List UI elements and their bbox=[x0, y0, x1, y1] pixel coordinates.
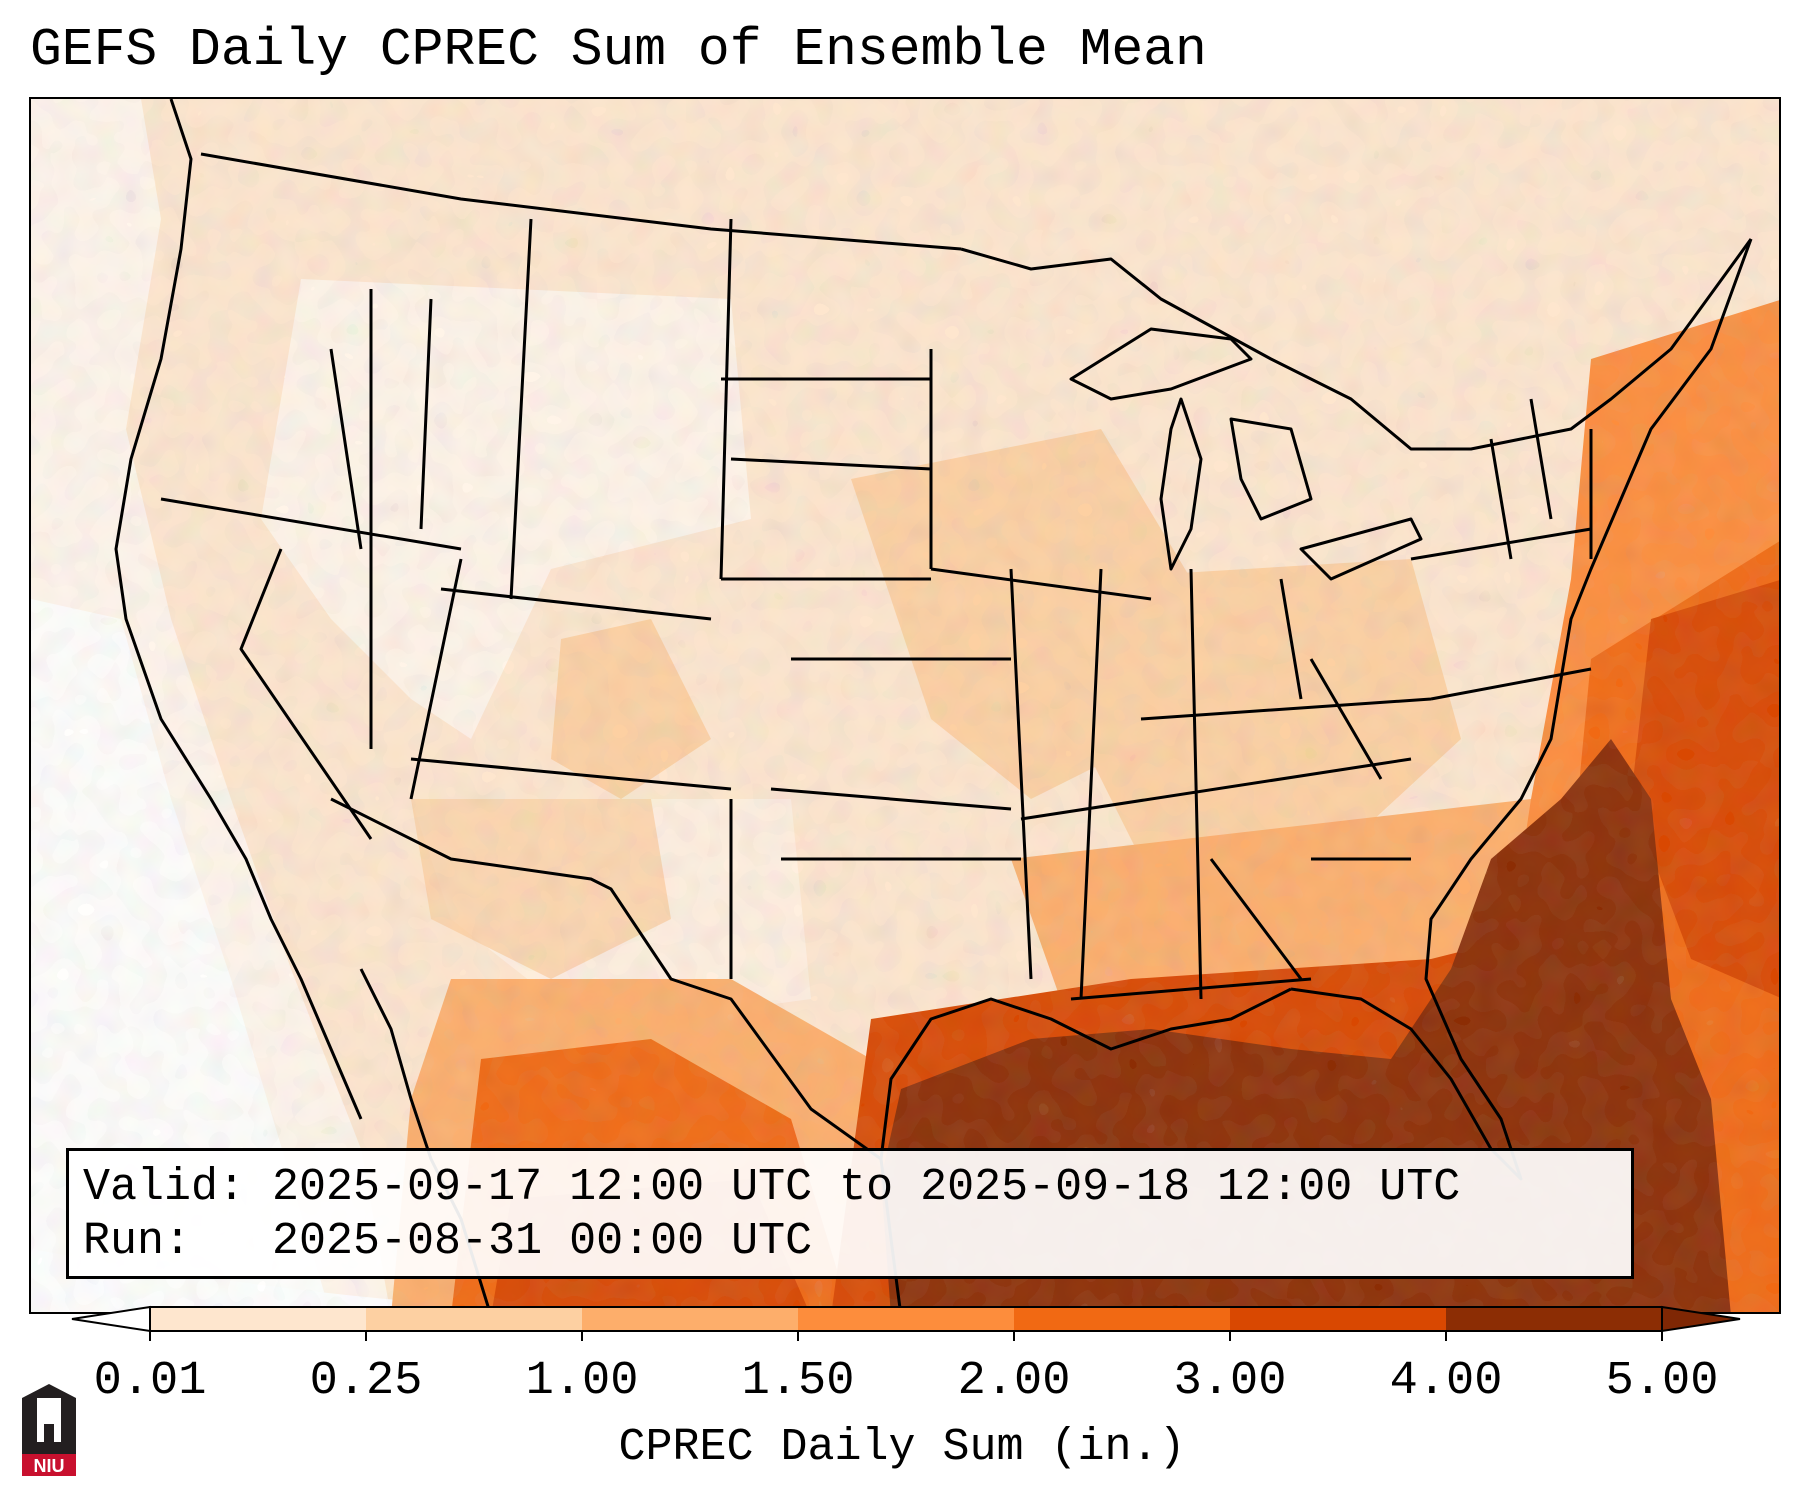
political-boundaries bbox=[114, 99, 1753, 1312]
colorbar-title: CPREC Daily Sum (in.) bbox=[618, 1422, 1186, 1473]
colorbar-segment bbox=[366, 1307, 583, 1331]
colorbar-segment bbox=[798, 1307, 1015, 1331]
coastline-east bbox=[1290, 238, 1753, 1181]
border-canada-west bbox=[200, 152, 962, 251]
map-title: GEFS Daily CPREC Sum of Ensemble Mean bbox=[30, 20, 1207, 80]
precipitation-field bbox=[31, 99, 1779, 1312]
lake-michigan bbox=[1159, 397, 1203, 571]
colorbar-tick-label: 3.00 bbox=[1173, 1355, 1287, 1408]
precipitation-map bbox=[29, 97, 1781, 1314]
border-canada-east bbox=[960, 238, 1753, 451]
colorbar-segment bbox=[582, 1307, 799, 1331]
border-mexico bbox=[330, 797, 882, 1161]
niu-logo-door bbox=[44, 1424, 54, 1442]
colorbar-under-extend bbox=[71, 1305, 151, 1333]
colorbar-tick-label: 0.01 bbox=[93, 1355, 207, 1408]
niu-logo-text: NIU bbox=[34, 1456, 65, 1476]
colorbar-segments bbox=[150, 1307, 1663, 1331]
niu-logo-band bbox=[22, 1454, 76, 1476]
state-lines bbox=[160, 218, 1593, 1001]
coastline-west bbox=[114, 99, 363, 1120]
colorbar-ticks bbox=[149, 1331, 1663, 1341]
colorbar-tick-label: 2.00 bbox=[957, 1355, 1071, 1408]
field-texture bbox=[31, 99, 1779, 1312]
colorbar-segment bbox=[1014, 1307, 1231, 1331]
lake-superior bbox=[1069, 327, 1253, 401]
colorbar-tick-label: 0.25 bbox=[309, 1355, 423, 1408]
validity-info-box: Valid: 2025-09-17 12:00 UTC to 2025-09-1… bbox=[66, 1148, 1634, 1279]
colorbar bbox=[71, 1305, 1741, 1341]
colorbar-segment bbox=[1446, 1307, 1663, 1331]
colorbar-outline bbox=[149, 1306, 1663, 1332]
lake-huron bbox=[1229, 417, 1313, 521]
run-time-line: Run: 2025-08-31 00:00 UTC bbox=[83, 1216, 813, 1267]
colorbar-tick-label: 4.00 bbox=[1389, 1355, 1503, 1408]
lake-erie bbox=[1299, 517, 1423, 581]
colorbar-over-extend bbox=[1661, 1305, 1741, 1333]
colorbar-tick-label: 5.00 bbox=[1605, 1355, 1719, 1408]
niu-logo: NIU bbox=[22, 1384, 76, 1476]
colorbar-segment bbox=[150, 1307, 367, 1331]
colorbar-tick-label: 1.50 bbox=[741, 1355, 855, 1408]
valid-time-line: Valid: 2025-09-17 12:00 UTC to 2025-09-1… bbox=[83, 1162, 1461, 1213]
colorbar-tick-label: 1.00 bbox=[525, 1355, 639, 1408]
colorbar-segment bbox=[1230, 1307, 1447, 1331]
